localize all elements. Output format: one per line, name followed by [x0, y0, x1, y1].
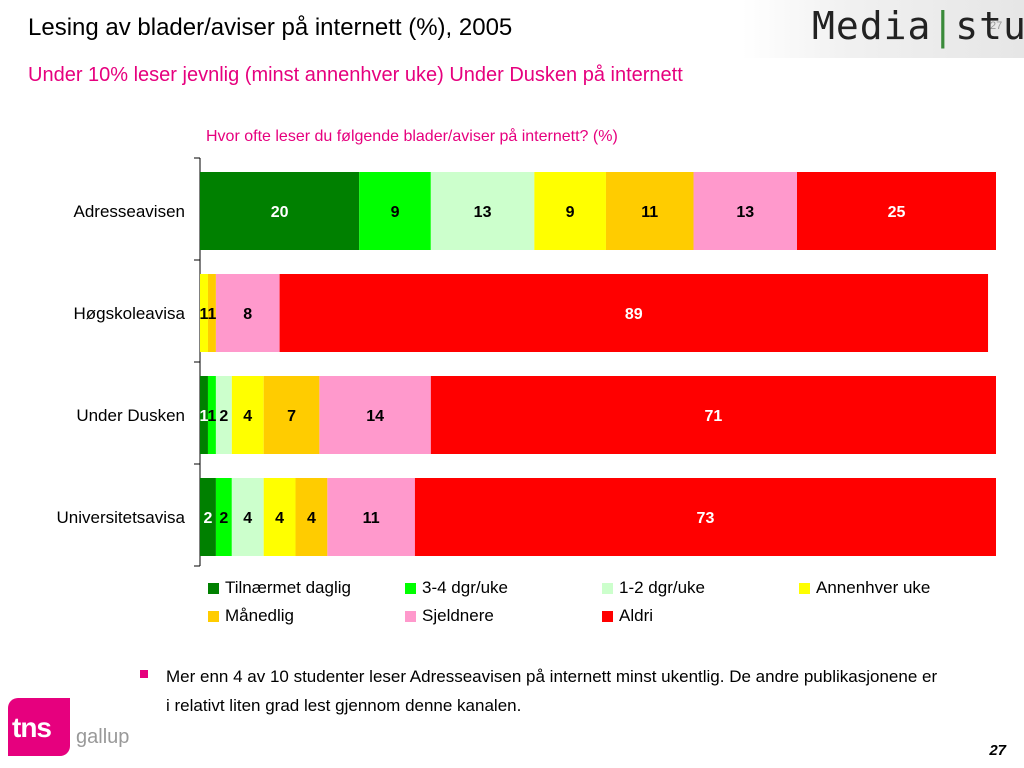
page-number: 27: [989, 742, 1006, 759]
tns-logo-text: tns: [12, 712, 52, 743]
data-label: 8: [243, 306, 252, 323]
bar-segment: [263, 478, 296, 556]
bar-segment: [295, 478, 328, 556]
legend-swatch: [602, 610, 613, 622]
data-label: 7: [287, 408, 296, 425]
bullet-text: Mer enn 4 av 10 studenter leser Adressea…: [166, 667, 938, 715]
bar-segment: [231, 376, 264, 454]
data-label: 13: [474, 204, 492, 221]
bar-segment: [215, 274, 280, 352]
chart-title: Hvor ofte leser du følgende blader/avise…: [206, 128, 618, 145]
legend-label: Annenhver uke: [816, 578, 931, 597]
legend-label: 1-2 dgr/uke: [619, 578, 705, 597]
data-label: 73: [697, 510, 715, 527]
brand-banner: [742, 0, 1024, 58]
legend-label: 3-4 dgr/uke: [422, 578, 508, 597]
data-label: 11: [363, 510, 380, 527]
bar-segment: [693, 172, 797, 250]
gallup-logo-text: gallup: [76, 726, 130, 748]
data-label: 2: [204, 510, 213, 527]
bar-segment: [359, 172, 431, 250]
legend-label: Aldri: [619, 606, 654, 625]
bar-segment: [605, 172, 694, 250]
bar-segment: [534, 172, 606, 250]
data-label: 1: [200, 306, 209, 323]
data-label: 4: [243, 510, 252, 527]
bar-segment: [263, 376, 320, 454]
bullet-marker: [140, 670, 148, 678]
data-label: 4: [307, 510, 316, 527]
data-label: 2: [219, 510, 228, 527]
bar-segment: [279, 274, 989, 352]
chart-legend: Tilnærmet daglig 3-4 dgr/uke 1-2 dgr/uke An…: [208, 578, 1008, 626]
brand-separator: |: [931, 4, 956, 48]
brand-left: Media: [812, 4, 932, 48]
legend-item: Sjeldnere: [405, 606, 602, 626]
legend-item: Månedlig: [208, 606, 405, 626]
bullet-point: Mer enn 4 av 10 studenter leser Adressea…: [140, 662, 940, 720]
legend-item: 3-4 dgr/uke: [405, 578, 602, 598]
legend-item: Tilnærmet daglig: [208, 578, 405, 598]
legend-label: Månedlig: [225, 606, 294, 625]
legend-swatch: [405, 582, 416, 594]
bar-segment: [327, 478, 415, 556]
legend-swatch: [799, 582, 810, 594]
bar-segment: [207, 274, 216, 352]
data-label: 89: [625, 306, 643, 323]
bar-segment: [797, 172, 996, 250]
data-label: 14: [366, 408, 384, 425]
legend-item: Aldri: [602, 606, 799, 626]
bar-segment: [200, 172, 360, 250]
bar-segment: [200, 274, 208, 352]
category-label: Adresseavisen: [73, 202, 185, 221]
bar-segment: [430, 376, 997, 454]
legend-swatch: [208, 610, 219, 622]
brand-right: stud: [955, 4, 1024, 48]
data-label: 4: [243, 408, 252, 425]
bar-segment: [215, 376, 232, 454]
data-label: 71: [705, 408, 723, 425]
tns-logo-block: [8, 698, 70, 756]
bar-segment: [319, 376, 431, 454]
bar-segment: [215, 478, 232, 556]
legend-item: Annenhver uke: [799, 578, 996, 598]
data-label: 25: [888, 204, 906, 221]
data-label: 1: [200, 408, 209, 425]
data-label: 13: [736, 204, 754, 221]
legend-swatch: [602, 582, 613, 594]
data-label: 4: [275, 510, 284, 527]
bar-segment: [200, 478, 216, 556]
category-label: Universitetsavisa: [57, 508, 186, 527]
category-label: Under Dusken: [76, 406, 185, 425]
legend-item: 1-2 dgr/uke: [602, 578, 799, 598]
tns-gallup-logo: tns gallup: [8, 698, 130, 758]
data-label: 2: [219, 408, 228, 425]
legend-swatch: [405, 610, 416, 622]
data-label: 9: [391, 204, 400, 221]
bar-segment: [231, 478, 264, 556]
brand-logo: Media|stud: [812, 4, 1024, 48]
category-label: Høgskoleavisa: [74, 304, 186, 323]
bar-segment: [200, 376, 208, 454]
data-label: 1: [207, 408, 216, 425]
bar-segment: [207, 376, 216, 454]
bar-segment: [430, 172, 535, 250]
data-label: 20: [271, 204, 289, 221]
brand-page-number: 27: [990, 20, 1003, 32]
bar-segment: [414, 478, 996, 556]
data-label: 1: [207, 306, 216, 323]
legend-label: Tilnærmet daglig: [225, 578, 351, 597]
legend-label: Sjeldnere: [422, 606, 494, 625]
data-label: 9: [566, 204, 575, 221]
legend-swatch: [208, 582, 219, 594]
slide-title: Lesing av blader/aviser på internett (%)…: [28, 14, 513, 41]
slide-subtitle: Under 10% leser jevnlig (minst annenhver…: [28, 64, 683, 86]
data-label: 11: [641, 204, 658, 221]
